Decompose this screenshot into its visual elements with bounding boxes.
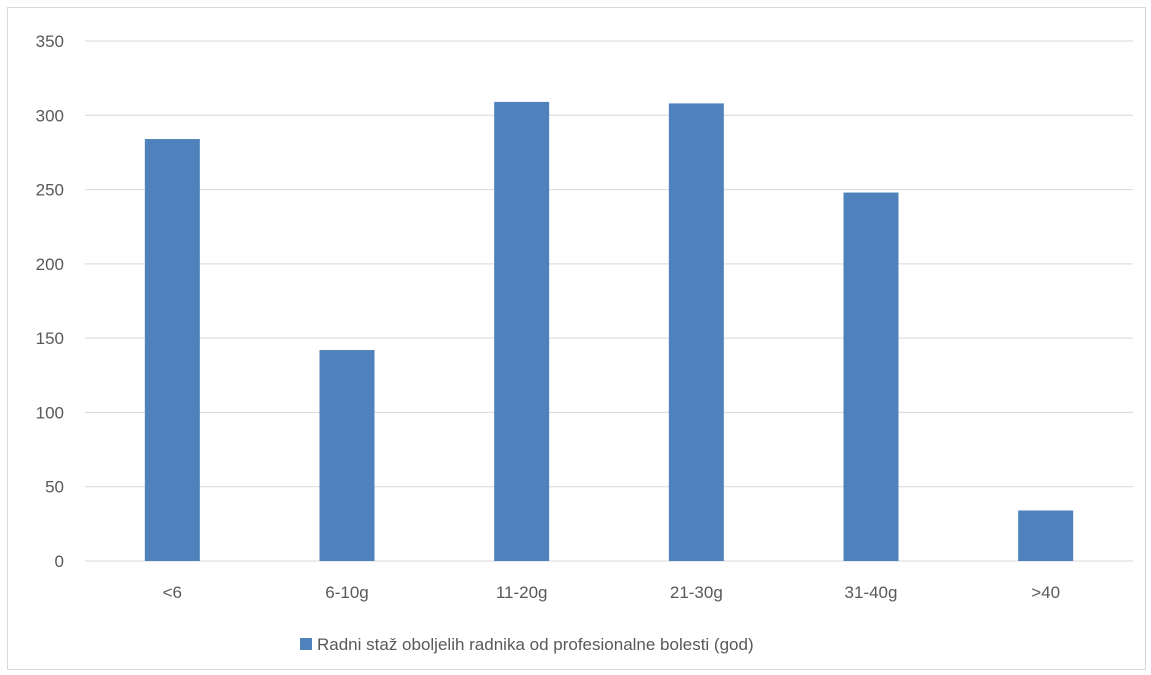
y-tick-label: 50 xyxy=(45,478,64,497)
x-axis-tick-labels: <6 6-10g 11-20g 21-30g 31-40g >40 xyxy=(163,583,1060,602)
x-tick-label: 31-40g xyxy=(845,583,898,602)
legend-label: Radni staž oboljelih radnika od profesio… xyxy=(317,635,754,654)
bar xyxy=(319,350,375,561)
y-tick-label: 200 xyxy=(36,255,64,274)
bar xyxy=(494,101,550,562)
y-axis-tick-labels: 0 50 100 150 200 250 300 350 xyxy=(36,32,64,571)
bar xyxy=(144,139,200,562)
y-tick-label: 350 xyxy=(36,32,64,51)
legend: Radni staž oboljelih radnika od profesio… xyxy=(300,635,754,654)
x-tick-label: 21-30g xyxy=(670,583,723,602)
bar xyxy=(668,103,724,562)
x-tick-label: <6 xyxy=(163,583,182,602)
gridlines xyxy=(85,40,1133,562)
x-tick-label: >40 xyxy=(1031,583,1060,602)
bars xyxy=(144,101,1074,562)
bar xyxy=(1018,510,1074,561)
y-tick-label: 100 xyxy=(36,403,64,422)
bar xyxy=(843,192,899,562)
x-tick-label: 11-20g xyxy=(496,583,548,602)
x-tick-label: 6-10g xyxy=(325,583,368,602)
legend-swatch xyxy=(300,638,312,650)
y-tick-label: 150 xyxy=(36,329,64,348)
y-tick-label: 300 xyxy=(36,106,64,125)
y-tick-label: 0 xyxy=(55,552,64,571)
y-tick-label: 250 xyxy=(36,181,64,200)
